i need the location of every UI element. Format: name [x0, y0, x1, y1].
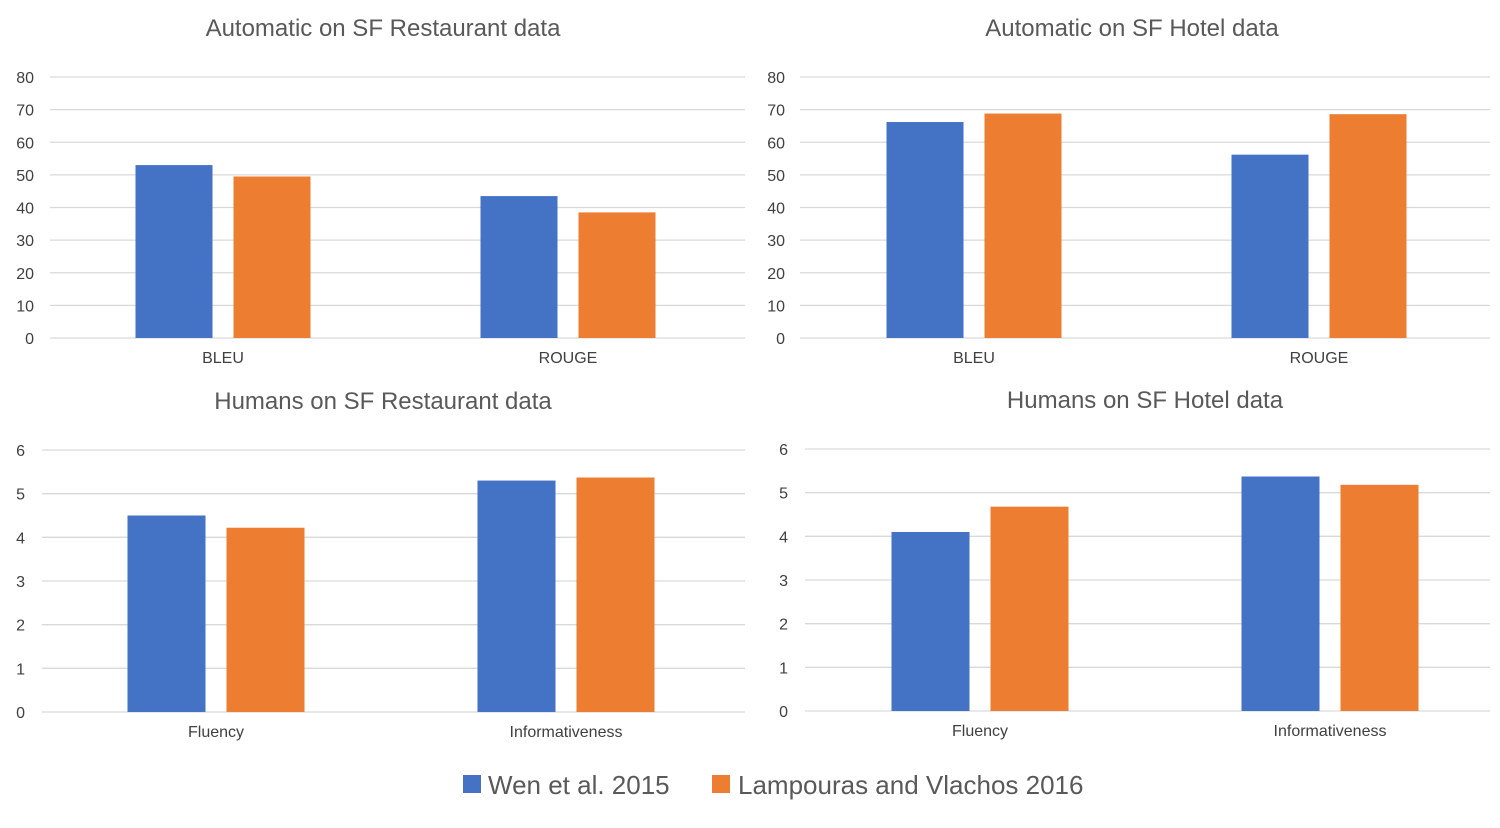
bar-wen-fluency	[127, 515, 206, 712]
y-tick-label: 3	[16, 574, 25, 591]
y-tick-label: 30	[16, 233, 34, 250]
y-tick-label: 4	[16, 530, 25, 547]
y-tick-label: 70	[16, 103, 34, 120]
bar-lampouras-bleu	[233, 176, 311, 338]
y-tick-label: 80	[16, 70, 34, 87]
x-category-label: Informativeness	[510, 724, 623, 741]
bar-wen-rouge	[480, 196, 558, 338]
chart-automatic-hotel: Automatic on SF Hotel data 0 10 20 30 40 50 60 7…	[767, 15, 1490, 367]
y-tick-label: 1	[779, 660, 788, 677]
y-tick-label: 30	[767, 233, 785, 250]
bar-wen-informativeness	[1241, 476, 1320, 711]
x-category-label: ROUGE	[539, 350, 598, 367]
y-tick-label: 0	[779, 704, 788, 721]
bar-wen-bleu	[886, 122, 964, 339]
chart-title: Humans on SF Hotel data	[1007, 387, 1284, 414]
legend-label: Wen et al. 2015	[488, 770, 670, 800]
legend-swatch	[712, 775, 730, 793]
x-category-label: ROUGE	[1290, 350, 1349, 367]
y-tick-label: 80	[767, 70, 785, 87]
y-tick-label: 4	[779, 529, 788, 546]
y-tick-label: 60	[16, 135, 34, 152]
y-tick-label: 40	[767, 201, 785, 218]
y-tick-label: 2	[16, 618, 25, 635]
bar-wen-informativeness	[477, 480, 556, 712]
bar-lampouras-rouge	[1329, 114, 1407, 338]
x-category-label: Fluency	[952, 723, 1008, 740]
y-tick-label: 50	[16, 168, 34, 185]
y-tick-label: 70	[767, 103, 785, 120]
bar-lampouras-informativeness	[1340, 484, 1419, 711]
y-tick-label: 5	[779, 486, 788, 503]
x-category-label: Fluency	[188, 724, 244, 741]
y-tick-label: 3	[779, 573, 788, 590]
y-tick-label: 40	[16, 201, 34, 218]
y-tick-label: 0	[776, 331, 785, 348]
y-tick-label: 60	[767, 135, 785, 152]
y-tick-label: 20	[16, 266, 34, 283]
y-tick-label: 2	[779, 617, 788, 634]
y-tick-label: 10	[767, 298, 785, 315]
bar-lampouras-fluency	[226, 527, 305, 712]
bar-lampouras-informativeness	[576, 477, 655, 712]
y-tick-label: 20	[767, 266, 785, 283]
legend-label: Lampouras and Vlachos 2016	[738, 770, 1083, 800]
chart-title: Automatic on SF Hotel data	[985, 15, 1279, 42]
y-tick-label: 1	[16, 661, 25, 678]
x-category-label: BLEU	[953, 350, 995, 367]
x-category-label: BLEU	[202, 350, 244, 367]
bar-wen-bleu	[135, 165, 213, 338]
bar-lampouras-rouge	[578, 212, 656, 338]
bar-wen-rouge	[1231, 154, 1309, 338]
chart-title: Automatic on SF Restaurant data	[206, 15, 562, 42]
y-tick-label: 50	[767, 168, 785, 185]
y-tick-label: 0	[25, 331, 34, 348]
chart-humans-restaurant: Humans on SF Restaurant data 0 1 2 3 4 5 6 Fluen…	[16, 388, 745, 741]
y-tick-label: 5	[16, 487, 25, 504]
chart-legend: Wen et al. 2015 Lampouras and Vlachos 201…	[463, 770, 1083, 800]
chart-humans-hotel: Humans on SF Hotel data 0 1 2 3 4 5 6 Fluency Inf…	[779, 387, 1490, 740]
y-tick-label: 0	[16, 705, 25, 722]
y-tick-label: 10	[16, 298, 34, 315]
chart-automatic-restaurant: Automatic on SF Restaurant data 0 10 20 30 40…	[16, 15, 745, 367]
chart-title: Humans on SF Restaurant data	[214, 388, 552, 415]
legend-swatch	[463, 775, 481, 793]
y-tick-label: 6	[779, 442, 788, 459]
bar-lampouras-fluency	[990, 506, 1069, 711]
x-category-label: Informativeness	[1274, 723, 1387, 740]
bar-wen-fluency	[891, 531, 970, 711]
y-tick-label: 6	[16, 443, 25, 460]
bar-lampouras-bleu	[984, 113, 1062, 338]
